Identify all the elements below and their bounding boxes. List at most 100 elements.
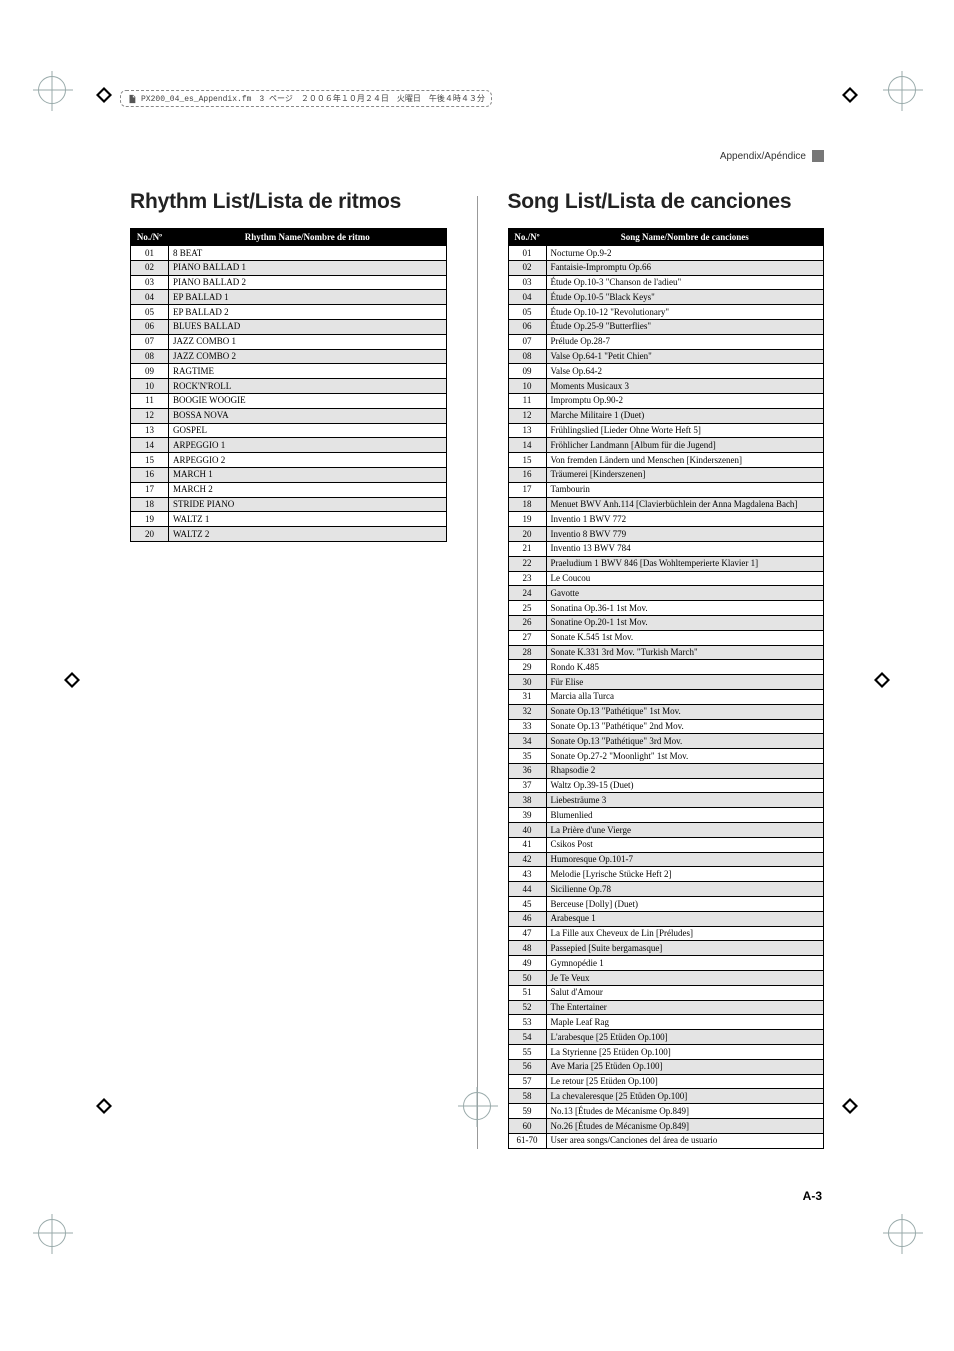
song-name: Marcia alla Turca bbox=[546, 689, 824, 704]
registration-mark-icon bbox=[463, 1092, 491, 1120]
song-no: 46 bbox=[508, 911, 546, 926]
song-row: 28Sonate K.331 3rd Mov. "Turkish March" bbox=[508, 645, 824, 660]
rhythm-row: 12BOSSA NOVA bbox=[131, 408, 447, 423]
rhythm-no: 06 bbox=[131, 319, 169, 334]
rhythm-name: PIANO BALLAD 1 bbox=[169, 260, 447, 275]
song-name: Tambourin bbox=[546, 482, 824, 497]
song-no: 25 bbox=[508, 601, 546, 616]
song-name: Gymnopédie 1 bbox=[546, 956, 824, 971]
song-name: Maple Leaf Rag bbox=[546, 1015, 824, 1030]
song-name: Sonate K.331 3rd Mov. "Turkish March" bbox=[546, 645, 824, 660]
song-name: La chevaleresque [25 Etüden Op.100] bbox=[546, 1089, 824, 1104]
song-name: L'arabesque [25 Etüden Op.100] bbox=[546, 1030, 824, 1045]
song-no: 42 bbox=[508, 852, 546, 867]
song-row: 40La Prière d'une Vierge bbox=[508, 823, 824, 838]
song-name: Berceuse [Dolly] (Duet) bbox=[546, 897, 824, 912]
song-row: 38Liebesträume 3 bbox=[508, 793, 824, 808]
song-name: Ave Maria [25 Etüden Op.100] bbox=[546, 1059, 824, 1074]
column-divider bbox=[477, 196, 478, 1149]
rhythm-row: 05EP BALLAD 2 bbox=[131, 305, 447, 320]
song-row: 21Inventio 13 BWV 784 bbox=[508, 541, 824, 556]
appendix-bar: Appendix/Apéndice bbox=[130, 150, 824, 162]
rhythm-name: 8 BEAT bbox=[169, 246, 447, 261]
song-table: No./Nº Song Name/Nombre de canciones 01N… bbox=[508, 228, 825, 1149]
song-name: Menuet BWV Anh.114 [Clavierbüchlein der … bbox=[546, 497, 824, 512]
song-row: 06Étude Op.25-9 "Butterflies" bbox=[508, 319, 824, 334]
rhythm-no: 17 bbox=[131, 482, 169, 497]
song-row: 35Sonate Op.27-2 "Moonlight" 1st Mov. bbox=[508, 749, 824, 764]
song-name: Moments Musicaux 3 bbox=[546, 379, 824, 394]
song-no: 32 bbox=[508, 704, 546, 719]
song-no: 59 bbox=[508, 1104, 546, 1119]
song-row: 49Gymnopédie 1 bbox=[508, 956, 824, 971]
song-name: Nocturne Op.9-2 bbox=[546, 246, 824, 261]
song-row: 25Sonatina Op.36-1 1st Mov. bbox=[508, 601, 824, 616]
registration-mark-icon bbox=[38, 76, 66, 104]
song-no: 20 bbox=[508, 527, 546, 542]
song-no: 50 bbox=[508, 971, 546, 986]
song-row: 16Träumerei [Kinderszenen] bbox=[508, 467, 824, 482]
song-name: Étude Op.10-12 "Revolutionary" bbox=[546, 305, 824, 320]
song-row: 04Étude Op.10-5 "Black Keys" bbox=[508, 290, 824, 305]
rhythm-no: 09 bbox=[131, 364, 169, 379]
song-no: 31 bbox=[508, 689, 546, 704]
song-no: 57 bbox=[508, 1074, 546, 1089]
song-no: 47 bbox=[508, 926, 546, 941]
song-no: 13 bbox=[508, 423, 546, 438]
song-row: 09Valse Op.64-2 bbox=[508, 364, 824, 379]
song-name: Blumenlied bbox=[546, 808, 824, 823]
song-no: 28 bbox=[508, 645, 546, 660]
song-name: Melodie [Lyrische Stücke Heft 2] bbox=[546, 867, 824, 882]
rhythm-name: MARCH 2 bbox=[169, 482, 447, 497]
document-meta-text: PX200_04_es_Appendix.fm 3 ページ ２００６年１０月２４… bbox=[141, 93, 485, 104]
song-name: Arabesque 1 bbox=[546, 911, 824, 926]
song-no: 27 bbox=[508, 630, 546, 645]
song-row: 22Praeludium 1 BWV 846 [Das Wohltemperie… bbox=[508, 556, 824, 571]
rhythm-name: BOSSA NOVA bbox=[169, 408, 447, 423]
song-row: 53Maple Leaf Rag bbox=[508, 1015, 824, 1030]
song-name: Salut d'Amour bbox=[546, 985, 824, 1000]
song-row: 52The Entertainer bbox=[508, 1000, 824, 1015]
song-no: 60 bbox=[508, 1119, 546, 1134]
song-row: 44Sicilienne Op.78 bbox=[508, 882, 824, 897]
song-head-name: Song Name/Nombre de canciones bbox=[546, 229, 824, 246]
song-row: 51Salut d'Amour bbox=[508, 985, 824, 1000]
song-row: 57Le retour [25 Etüden Op.100] bbox=[508, 1074, 824, 1089]
song-name: Frühlingslied [Lieder Ohne Worte Heft 5] bbox=[546, 423, 824, 438]
rhythm-row: 09RAGTIME bbox=[131, 364, 447, 379]
song-name: Prélude Op.28-7 bbox=[546, 334, 824, 349]
song-name: Étude Op.10-3 "Chanson de l'adieu" bbox=[546, 275, 824, 290]
song-row: 37Waltz Op.39-15 (Duet) bbox=[508, 778, 824, 793]
song-no: 21 bbox=[508, 541, 546, 556]
song-no: 14 bbox=[508, 438, 546, 453]
song-row: 50Je Te Veux bbox=[508, 971, 824, 986]
song-no: 36 bbox=[508, 763, 546, 778]
song-no: 37 bbox=[508, 778, 546, 793]
rhythm-no: 16 bbox=[131, 467, 169, 482]
rhythm-row: 13GOSPEL bbox=[131, 423, 447, 438]
rhythm-name: ARPEGGIO 1 bbox=[169, 438, 447, 453]
song-row: 31Marcia alla Turca bbox=[508, 689, 824, 704]
song-name: La Prière d'une Vierge bbox=[546, 823, 824, 838]
song-no: 54 bbox=[508, 1030, 546, 1045]
song-name: Gavotte bbox=[546, 586, 824, 601]
rhythm-no: 04 bbox=[131, 290, 169, 305]
song-row: 47La Fille aux Cheveux de Lin [Préludes] bbox=[508, 926, 824, 941]
song-no: 58 bbox=[508, 1089, 546, 1104]
song-no: 11 bbox=[508, 393, 546, 408]
song-row: 18Menuet BWV Anh.114 [Clavierbüchlein de… bbox=[508, 497, 824, 512]
song-row: 24Gavotte bbox=[508, 586, 824, 601]
song-no: 24 bbox=[508, 586, 546, 601]
song-no: 10 bbox=[508, 379, 546, 394]
song-name: Marche Militaire 1 (Duet) bbox=[546, 408, 824, 423]
registration-mark-icon bbox=[38, 1219, 66, 1247]
song-no: 08 bbox=[508, 349, 546, 364]
song-row: 48Passepied [Suite bergamasque] bbox=[508, 941, 824, 956]
document-meta: PX200_04_es_Appendix.fm 3 ページ ２００６年１０月２４… bbox=[120, 90, 492, 107]
rhythm-row: 14ARPEGGIO 1 bbox=[131, 438, 447, 453]
song-name: Valse Op.64-1 "Petit Chien" bbox=[546, 349, 824, 364]
song-name: Je Te Veux bbox=[546, 971, 824, 986]
song-no: 19 bbox=[508, 512, 546, 527]
song-no: 43 bbox=[508, 867, 546, 882]
song-no: 17 bbox=[508, 482, 546, 497]
